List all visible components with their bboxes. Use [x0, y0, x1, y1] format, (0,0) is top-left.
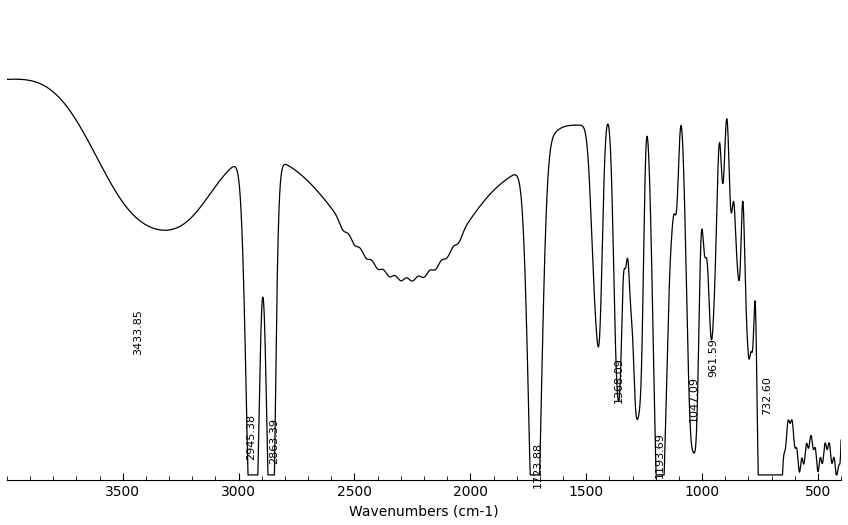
X-axis label: Wavenumbers (cm-1): Wavenumbers (cm-1): [349, 504, 499, 518]
Text: 732.60: 732.60: [762, 376, 773, 415]
Text: 1723.88: 1723.88: [533, 442, 543, 488]
Text: 1368.09: 1368.09: [614, 357, 624, 403]
Text: 3433.85: 3433.85: [133, 309, 143, 355]
Text: 1047.09: 1047.09: [689, 376, 699, 422]
Text: 1193.69: 1193.69: [655, 433, 665, 478]
Text: 2945.38: 2945.38: [246, 414, 256, 459]
Text: 2863.39: 2863.39: [269, 418, 279, 464]
Text: 961.59: 961.59: [708, 338, 718, 377]
